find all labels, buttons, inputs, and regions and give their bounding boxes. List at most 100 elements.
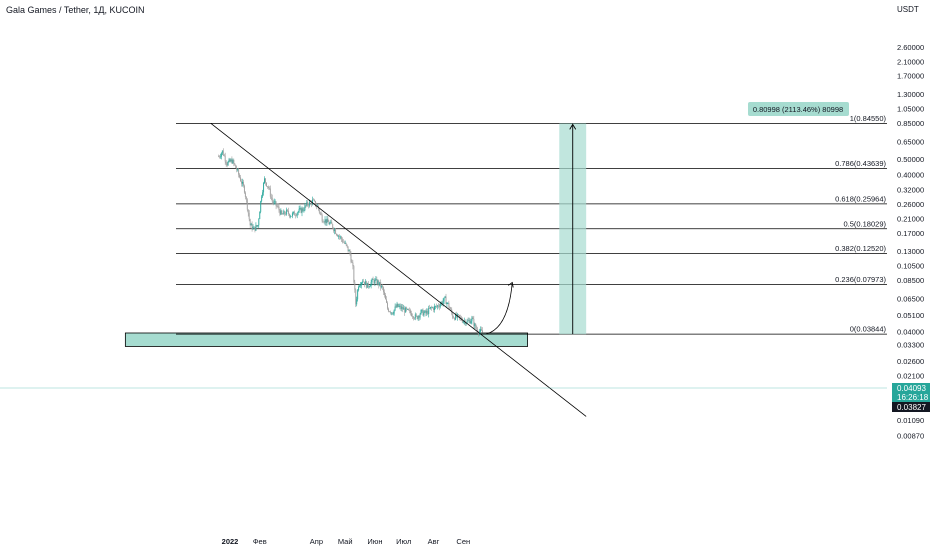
measure-tool-layer <box>559 123 587 335</box>
candle-body <box>235 164 237 168</box>
candle-body <box>380 282 382 288</box>
candle-body <box>425 310 427 314</box>
candle-body <box>242 181 243 184</box>
candle-body <box>417 316 419 319</box>
candle-body <box>481 329 482 331</box>
candle-body <box>389 311 391 313</box>
time-axis[interactable]: 2022 Фев Апр Май Июн Июл Авг Сен <box>222 537 470 546</box>
candle-body <box>227 161 229 166</box>
candle-body <box>243 185 245 193</box>
candle-body <box>475 323 477 329</box>
candle-body <box>479 331 481 334</box>
candle-body <box>426 310 428 314</box>
candle-body <box>435 306 437 307</box>
support-zone <box>124 332 528 347</box>
price-tick-label: 0.17000 <box>897 229 924 238</box>
candle-body <box>239 174 241 178</box>
candle-body <box>379 282 381 286</box>
candle-body <box>430 306 432 309</box>
candle-body <box>290 216 291 217</box>
candle-body <box>372 278 374 280</box>
candle-body <box>371 278 373 283</box>
candle-body <box>386 299 387 303</box>
candle-body <box>367 282 369 287</box>
candle-body <box>381 285 383 288</box>
candle-body <box>329 222 331 225</box>
price-axis[interactable]: 2.60000 2.10000 1.70000 1.30000 1.05000 0.850… <box>897 43 924 441</box>
candle-body <box>413 318 415 319</box>
candle-body <box>471 317 473 322</box>
candle-body <box>429 307 431 309</box>
candle-body <box>378 280 380 286</box>
candle-body <box>458 314 459 316</box>
price-tick-label: 0.10500 <box>897 262 924 271</box>
candle-body <box>360 285 362 286</box>
candle-body <box>246 199 248 210</box>
candle-body <box>450 308 452 310</box>
price-tick-label: 0.08500 <box>897 276 924 285</box>
candle-body <box>443 297 445 302</box>
candle-body <box>220 153 222 157</box>
candle-body <box>469 320 471 324</box>
measure-label-group: 0.80998 (2113.46%) 80998 <box>748 102 849 116</box>
candle-body <box>452 313 454 318</box>
candle-body <box>313 199 314 201</box>
candle-body <box>276 205 278 207</box>
candle-body <box>461 320 463 323</box>
candle-body <box>465 322 467 325</box>
candle-body <box>458 315 460 318</box>
price-tick-label: 0.65000 <box>897 137 924 146</box>
time-tick-label: Июн <box>367 537 382 546</box>
candle-body <box>404 308 406 313</box>
candle-body <box>384 292 386 296</box>
candle-body <box>299 208 301 209</box>
candle-body <box>407 308 409 310</box>
downtrend-line <box>210 123 587 417</box>
candle-body <box>294 215 296 216</box>
candle-body <box>473 318 475 327</box>
candle-body <box>269 188 271 197</box>
candle-body <box>325 219 327 224</box>
candle-body <box>259 211 261 220</box>
time-tick-label: Май <box>338 537 353 546</box>
candle-body <box>480 329 482 332</box>
candle-body <box>385 295 386 300</box>
drawing-lines-layer <box>0 123 887 417</box>
candle-body <box>449 307 451 309</box>
candle-body <box>355 289 357 305</box>
candle-body <box>224 155 226 162</box>
candle-body <box>341 239 343 242</box>
candle-body <box>359 285 361 287</box>
candle-body <box>247 209 249 214</box>
candle-body <box>293 211 295 216</box>
projection-arrow-head <box>508 281 514 288</box>
candle-body <box>282 214 284 215</box>
candle-body <box>439 304 441 307</box>
candle-body <box>333 228 335 231</box>
candle-body <box>249 219 251 226</box>
time-tick-label: Фев <box>253 537 267 546</box>
candle-body <box>321 214 323 222</box>
candle-body <box>278 206 280 211</box>
candle-body <box>346 244 348 247</box>
candle-body <box>438 306 440 308</box>
candle-body <box>358 286 360 291</box>
time-tick-label: Авг <box>428 537 440 546</box>
candle-body <box>392 313 394 315</box>
candle-body <box>331 221 333 225</box>
candle-body <box>432 307 434 309</box>
candle-body <box>334 229 336 231</box>
candle-body <box>353 266 355 283</box>
candle-body <box>280 210 282 215</box>
candle-body <box>342 241 344 243</box>
candle-body <box>398 306 400 307</box>
candle-body <box>386 302 388 309</box>
candle-body <box>287 209 289 211</box>
candle-body <box>255 225 257 231</box>
candle-body <box>307 202 309 205</box>
candle-body <box>445 296 447 305</box>
candle-body <box>406 307 408 310</box>
time-tick-label: Июл <box>396 537 411 546</box>
candle-body <box>261 196 263 202</box>
